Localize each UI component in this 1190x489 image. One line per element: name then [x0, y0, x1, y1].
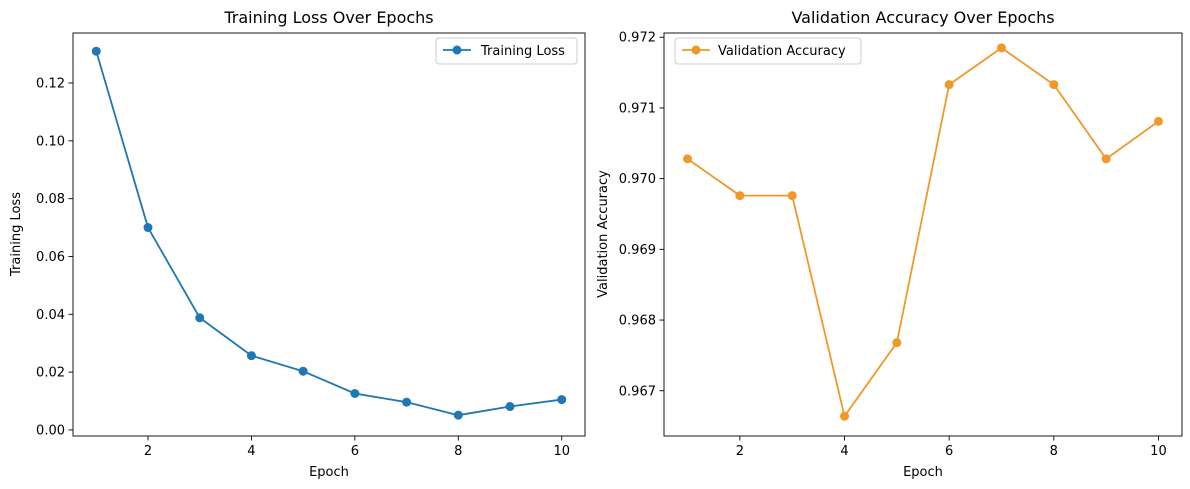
legend-box [674, 37, 862, 65]
y-axis-label: Validation Accuracy [596, 170, 611, 298]
y-tick-label: 0.00 [36, 423, 65, 438]
x-axis-label: Epoch [903, 465, 943, 480]
data-point [1153, 116, 1163, 126]
y-tick-label: 0.968 [619, 314, 656, 329]
data-point [505, 402, 515, 412]
legend-label: Validation Accuracy [718, 44, 846, 59]
x-tick-label: 6 [945, 444, 953, 459]
legend-marker [452, 45, 462, 55]
y-axis-label: Training Loss [9, 192, 24, 277]
training-loss-chart: Training Loss Over Epochs Epoch Training… [9, 8, 586, 480]
data-point [996, 43, 1006, 53]
x-tick-label: 8 [1050, 444, 1058, 459]
plot-frame [72, 32, 586, 437]
series-line [687, 46, 1159, 418]
legend-marker [691, 45, 701, 55]
x-tick-label: 4 [840, 444, 848, 459]
data-point [557, 395, 567, 405]
data-point [350, 389, 360, 399]
y-ticks: 0.00 0.02 0.04 0.06 0.08 0.10 0.12 [36, 77, 73, 438]
series-line [95, 50, 562, 417]
validation-accuracy-chart: Validation Accuracy Over Epochs Epoch Va… [596, 8, 1183, 480]
y-ticks: 0.967 0.968 0.969 0.970 0.971 0.972 [619, 31, 664, 399]
x-tick-label: 10 [1150, 444, 1167, 459]
series-layer [91, 46, 567, 420]
legend-label: Training Loss [480, 44, 565, 59]
data-point [1101, 154, 1111, 164]
chart-title: Training Loss Over Epochs [223, 8, 433, 27]
x-ticks: 2 4 6 8 10 [144, 436, 570, 459]
y-tick-label: 0.12 [36, 77, 65, 92]
legend: Validation Accuracy [674, 37, 862, 65]
data-point [298, 366, 308, 376]
series-layer [683, 43, 1163, 421]
x-tick-label: 4 [247, 444, 255, 459]
y-tick-label: 0.06 [36, 250, 65, 265]
x-tick-label: 8 [454, 444, 462, 459]
y-tick-label: 0.02 [36, 366, 65, 381]
data-point [402, 397, 412, 407]
y-tick-label: 0.972 [619, 31, 656, 46]
data-point [195, 313, 205, 323]
y-tick-label: 0.971 [619, 101, 656, 116]
y-tick-label: 0.969 [619, 243, 656, 258]
data-point [840, 411, 850, 421]
x-ticks: 2 4 6 8 10 [736, 436, 1167, 459]
x-axis-label: Epoch [309, 465, 349, 480]
legend: Training Loss [435, 37, 578, 65]
data-point [143, 223, 153, 233]
chart-title: Validation Accuracy Over Epochs [791, 8, 1054, 27]
legend-box [435, 37, 578, 65]
data-point [91, 46, 101, 56]
y-tick-label: 0.08 [36, 192, 65, 207]
y-tick-label: 0.10 [36, 134, 65, 149]
data-point [892, 338, 902, 348]
data-point [787, 191, 797, 201]
data-point [735, 191, 745, 201]
y-tick-label: 0.970 [619, 172, 656, 187]
x-tick-label: 2 [144, 444, 152, 459]
x-tick-label: 2 [736, 444, 744, 459]
data-point [1049, 80, 1059, 90]
x-tick-label: 10 [553, 444, 570, 459]
data-point [246, 351, 256, 361]
data-point [453, 410, 463, 420]
data-point [944, 80, 954, 90]
y-tick-label: 0.967 [619, 384, 656, 399]
plot-frame [663, 32, 1183, 437]
data-point [683, 154, 693, 164]
y-tick-label: 0.04 [36, 308, 65, 323]
x-tick-label: 6 [351, 444, 359, 459]
